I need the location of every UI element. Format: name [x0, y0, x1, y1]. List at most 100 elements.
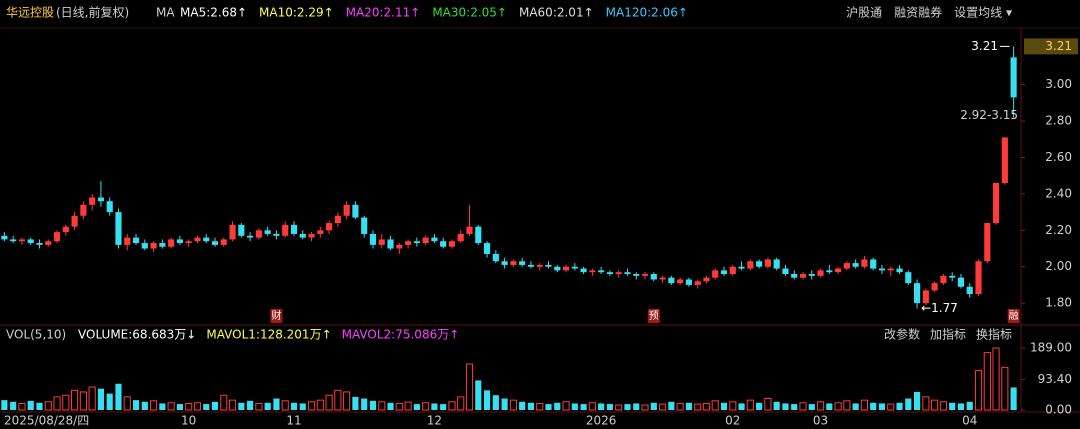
event-label: 预 [649, 310, 659, 322]
volume-link[interactable]: 换指标 [976, 327, 1012, 342]
candle-body [185, 241, 192, 244]
volume-bar [773, 401, 780, 410]
candle-body [238, 224, 245, 236]
volume-bar [334, 389, 342, 411]
candle-body [483, 243, 491, 254]
candle-body [685, 279, 692, 285]
period: (日线,前复权) [56, 5, 129, 20]
candle-body [606, 272, 613, 275]
y-tick-label: 2.40 [1045, 186, 1072, 200]
y-tick-label: 0.00 [1045, 403, 1072, 417]
volume-bar [1010, 387, 1017, 410]
volume-bar [694, 403, 702, 411]
candle-body [317, 230, 324, 234]
candle-body [914, 283, 921, 304]
candle-body [203, 237, 210, 242]
candle-body [554, 266, 561, 271]
candle-body [378, 239, 385, 245]
candle-body [176, 239, 183, 244]
volume-bar [702, 402, 711, 411]
volume-bar [176, 404, 183, 410]
y-tick-label: 2.20 [1045, 223, 1072, 237]
volume-bar [536, 402, 544, 411]
volume-bar [799, 402, 807, 411]
volume-link[interactable]: 改参数 [884, 327, 920, 342]
candle-body [326, 223, 333, 231]
volume-bar [255, 402, 263, 411]
candle-body [124, 237, 131, 245]
volume-bar [352, 396, 359, 410]
header-link[interactable]: 设置均线 ▾ [954, 6, 1012, 20]
volume-bar [88, 386, 96, 411]
volume-bar [150, 400, 158, 411]
x-tick-label: 2026 [586, 414, 617, 428]
volume-link[interactable]: 加指标 [930, 327, 966, 342]
event-label: 财 [271, 309, 281, 322]
candle-body [650, 274, 657, 280]
volume-bar [71, 389, 79, 411]
candle-body [536, 264, 543, 267]
candle-body [211, 241, 219, 245]
candle-body [89, 197, 96, 205]
candle-body [826, 270, 833, 273]
volume-bar [949, 402, 956, 410]
candle-body [852, 263, 859, 267]
volume-bar [685, 402, 692, 410]
volume-bar [668, 401, 675, 410]
volume-bar [746, 399, 754, 411]
candle-body [922, 290, 929, 304]
candle-body [115, 212, 122, 245]
volume-bar [974, 370, 983, 411]
volume-bar [676, 402, 684, 411]
volume-bar [457, 396, 465, 411]
volume-bar [545, 404, 552, 410]
candle-body [220, 239, 227, 245]
candle-body [975, 261, 982, 295]
volume-bar [290, 402, 298, 410]
candle-body [352, 204, 359, 218]
volume-bar [325, 394, 333, 411]
volume-bar [220, 394, 228, 411]
header-link[interactable]: 融资融券 [894, 5, 942, 20]
volume-bar [878, 403, 886, 410]
candle-body [571, 266, 578, 269]
candle-body [782, 268, 789, 275]
candle-body [1001, 137, 1008, 183]
candle-body [290, 224, 298, 234]
candle-body [817, 270, 824, 276]
volume-bar [404, 401, 412, 411]
volume-bar [1, 400, 8, 410]
volume-bar [931, 399, 939, 411]
volume-legend: VOLUME:68.683万↓ [78, 328, 196, 342]
volume-bar [203, 404, 210, 410]
volume-bar [361, 398, 368, 410]
candle-body [966, 286, 973, 295]
candle-body [756, 261, 763, 267]
candle-body [71, 215, 78, 227]
candle-body [229, 224, 236, 240]
candle-body [1, 235, 8, 240]
volume-bar [79, 391, 87, 411]
volume-bar [273, 398, 280, 410]
volume-bar [860, 399, 868, 411]
candle-body [799, 274, 807, 278]
volume-bar [431, 403, 438, 410]
low-annotation: ←1.77 [921, 301, 958, 315]
candle-body [984, 223, 991, 262]
candle-body [492, 253, 499, 262]
candle-body [878, 268, 886, 271]
candle-body [1010, 57, 1017, 98]
volume-bar [18, 402, 26, 411]
candle-body [957, 277, 965, 287]
header-link[interactable]: 沪股通 [846, 6, 882, 20]
candle-body [282, 224, 289, 236]
ma-legend: MA60:2.01↑ [519, 6, 594, 20]
volume-bar [606, 404, 613, 410]
candle-body [106, 201, 113, 213]
volume-bar [44, 401, 52, 411]
volume-bar [299, 403, 306, 410]
candle-body [887, 268, 894, 271]
candle-body [168, 239, 175, 247]
volume-bar [492, 395, 499, 410]
volume-bar [870, 402, 877, 410]
